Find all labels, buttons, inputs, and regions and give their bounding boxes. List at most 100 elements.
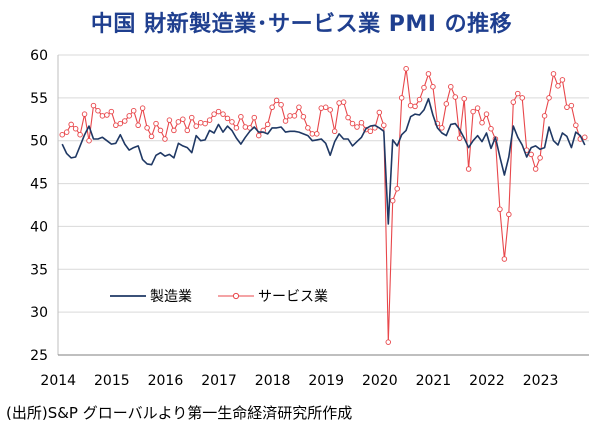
data-point [407,102,414,109]
data-point [296,104,302,111]
data-point [251,114,258,121]
x-tick-label: 2022 [469,373,505,389]
data-point [443,101,450,107]
data-point [68,121,74,128]
axes [57,55,589,356]
data-point [488,125,494,132]
data-point [416,96,423,103]
data-point [528,151,534,158]
data-point [519,95,525,101]
data-point [564,104,570,111]
data-point [126,113,132,119]
y-tick-label: 40 [30,219,48,235]
data-point [314,131,320,137]
data-point [238,113,244,120]
data-point [573,122,579,129]
data-point [224,115,231,122]
data-point [421,84,427,91]
data-point [188,114,195,121]
data-point [282,118,289,124]
data-point [264,121,271,128]
data-point [461,95,467,102]
data-point [242,124,249,130]
x-tick-label: 2017 [201,373,237,389]
data-point [501,256,508,262]
data-point [171,127,177,134]
data-point [465,166,472,172]
legend-label-manufacturing: 製造業 [150,289,192,305]
data-point [318,105,325,111]
data-point [327,107,333,113]
data-point [568,102,575,109]
data-point [403,65,409,72]
data-point [148,133,155,140]
data-point [153,120,159,127]
data-point [309,131,316,137]
data-point [506,211,512,218]
x-tick-label: 2016 [148,373,184,389]
y-tick-label: 55 [30,91,48,107]
data-point [206,117,213,123]
chart-title: 中国 財新製造業･サービス業 PMI の推移 [90,12,513,37]
data-point [412,103,418,110]
data-point [211,111,217,117]
data-point [541,113,548,119]
y-tick-label: 30 [30,305,48,321]
data-point [77,131,83,138]
data-point [546,95,552,101]
data-point [175,119,182,125]
data-point [425,71,432,77]
data-point [63,129,70,135]
legend: 製造業 サービス業 [110,289,328,305]
data-point [255,132,262,139]
data-point [515,90,521,97]
y-tick-label: 35 [30,262,48,278]
data-point [381,122,387,129]
data-point [72,125,79,132]
data-point [470,108,476,115]
x-tick-label: 2018 [255,373,291,389]
data-point [358,119,365,126]
data-point [479,119,485,126]
data-point [452,94,459,100]
data-point [90,102,97,109]
data-point [104,112,110,118]
legend-marker-services [232,292,240,300]
data-point [448,83,454,90]
data-point [108,108,115,115]
y-tick-label: 50 [30,134,48,150]
data-point [349,120,356,127]
data-point [389,197,396,204]
data-point [130,107,137,114]
x-tick-label: 2015 [94,373,130,389]
legend-label-services: サービス業 [258,289,328,305]
data-point [331,128,338,135]
data-point [59,131,65,138]
data-point [157,127,164,134]
data-point [180,116,186,123]
data-point [278,101,284,108]
data-point [269,104,275,111]
data-point [193,123,199,129]
data-point [537,155,543,161]
data-point [273,97,280,104]
data-point [144,125,150,131]
data-point [474,105,481,111]
data-point [340,99,347,105]
data-point [497,206,503,213]
data-point [510,99,517,105]
x-tick-label: 2021 [416,373,452,389]
data-point [247,125,253,131]
data-point [197,119,204,126]
data-point [95,107,101,114]
data-point [367,128,374,135]
data-point [376,109,383,116]
x-tick-label: 2019 [308,373,344,389]
data-point [135,122,141,129]
data-point [81,111,88,117]
series-lines [59,65,588,345]
data-point [555,83,561,89]
data-point [229,119,235,125]
data-point [215,108,222,115]
data-point [550,71,557,77]
